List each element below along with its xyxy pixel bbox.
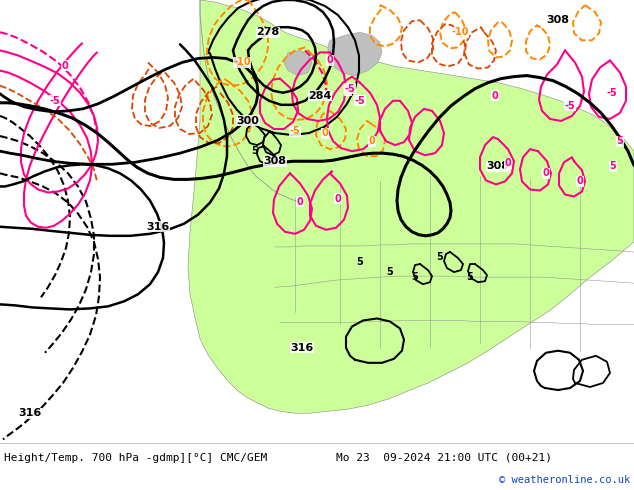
Polygon shape (188, 0, 634, 413)
Text: 5: 5 (387, 267, 393, 277)
Text: -5: -5 (565, 101, 576, 111)
Text: -10: -10 (451, 27, 469, 37)
Text: Height/Temp. 700 hPa ­gdmp][°C] CMC/GEM: Height/Temp. 700 hPa ­gdmp][°C] CMC/GEM (4, 453, 268, 463)
Text: 0: 0 (61, 60, 68, 71)
Text: 316: 316 (146, 222, 170, 232)
Text: 0: 0 (505, 158, 512, 168)
Text: 5: 5 (252, 146, 259, 156)
Text: 5: 5 (356, 257, 363, 267)
Text: 5: 5 (437, 252, 443, 262)
Text: 0: 0 (321, 128, 328, 138)
Text: 5: 5 (467, 272, 474, 282)
Text: 0: 0 (345, 86, 351, 96)
Text: 0: 0 (327, 55, 333, 66)
Text: 316: 316 (290, 343, 314, 353)
Text: 308: 308 (547, 15, 569, 25)
Text: 300: 300 (236, 116, 259, 126)
Text: -5: -5 (49, 96, 60, 106)
Text: © weatheronline.co.uk: © weatheronline.co.uk (499, 475, 630, 485)
Text: 316: 316 (18, 408, 42, 418)
Text: 308: 308 (264, 156, 287, 166)
Text: -5: -5 (290, 126, 301, 136)
Polygon shape (284, 50, 312, 75)
Text: Mo 23  09-2024 21:00 UTC (00+21): Mo 23 09-2024 21:00 UTC (00+21) (336, 453, 552, 463)
Text: -5: -5 (345, 84, 356, 94)
Text: 0: 0 (297, 196, 304, 207)
Text: 0: 0 (491, 91, 498, 101)
Text: 0: 0 (335, 194, 341, 203)
Text: -10: -10 (233, 57, 251, 68)
Text: 0: 0 (543, 169, 550, 178)
Text: 308: 308 (486, 161, 510, 172)
Text: -5: -5 (607, 88, 618, 98)
Text: 5: 5 (617, 136, 623, 146)
Text: 5: 5 (411, 272, 418, 282)
Text: 5: 5 (610, 161, 616, 172)
Text: -5: -5 (354, 96, 365, 106)
Text: 278: 278 (256, 27, 280, 37)
Polygon shape (328, 32, 382, 75)
Text: 0: 0 (368, 136, 375, 146)
Text: 284: 284 (308, 91, 332, 101)
Text: 0: 0 (577, 176, 583, 186)
